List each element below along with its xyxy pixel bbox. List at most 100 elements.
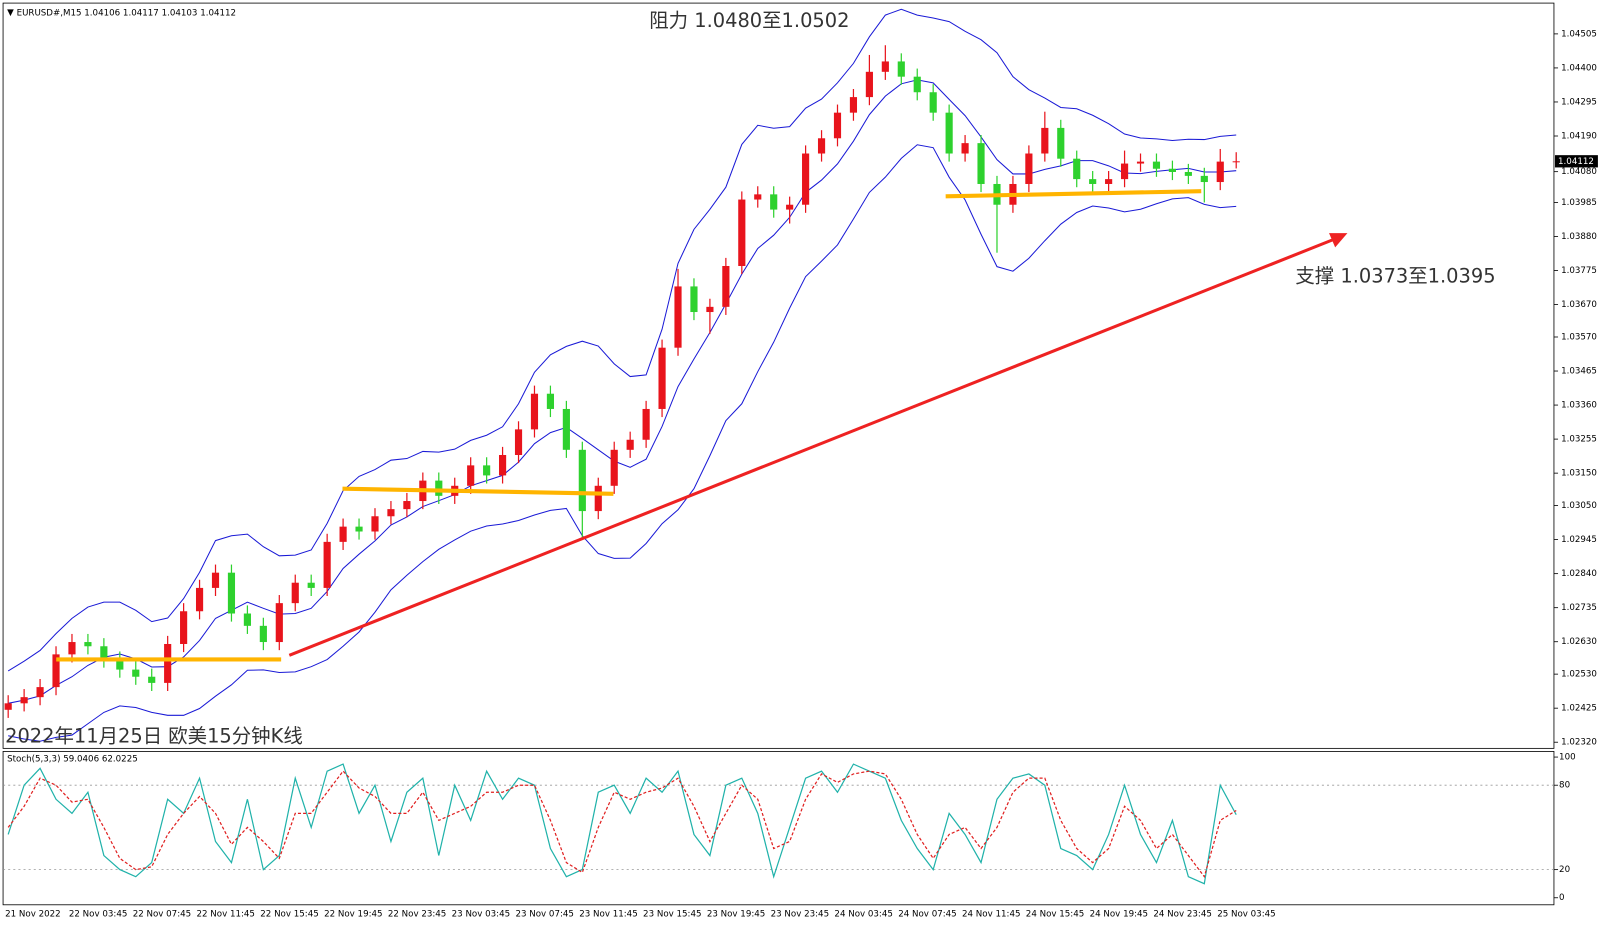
y-tick-label: 1.03465 xyxy=(1561,367,1597,377)
candle-body xyxy=(945,112,953,154)
stoch-d: 62.0225 xyxy=(102,754,138,764)
candle-body xyxy=(371,516,379,532)
x-tick-label: 22 Nov 23:45 xyxy=(388,909,446,919)
candle-body xyxy=(865,71,873,98)
candle-body xyxy=(817,138,826,154)
x-tick-label: 24 Nov 19:45 xyxy=(1090,909,1148,919)
candle-body xyxy=(546,393,555,409)
trend-arrow xyxy=(1329,233,1348,248)
candle-body xyxy=(211,572,220,588)
candle-body xyxy=(961,143,969,154)
candle-body xyxy=(164,643,172,683)
candle-body xyxy=(36,687,44,698)
candle-body xyxy=(897,61,905,77)
candle-body xyxy=(132,669,140,677)
y-tick-label: 1.04400 xyxy=(1561,63,1597,73)
candle-body xyxy=(1136,161,1145,164)
candle-body xyxy=(1025,153,1033,184)
y-tick-label: 1.02630 xyxy=(1561,637,1597,647)
last-price-label: 1.04112 xyxy=(1558,157,1594,167)
candle-body xyxy=(1041,127,1049,154)
header-high: 1.04117 xyxy=(123,8,159,18)
x-tick-label: 24 Nov 11:45 xyxy=(962,909,1020,919)
chart-title: 2022年11月25日 欧美15分钟K线 xyxy=(5,725,303,748)
chart-header: ▼ EURUSD#,M15 1.04106 1.04117 1.04103 1.… xyxy=(7,8,236,18)
x-tick-label: 24 Nov 03:45 xyxy=(834,909,892,919)
resistance-annotation: 阻力 1.0480至1.0502 xyxy=(649,9,849,32)
candle-body xyxy=(1057,127,1065,159)
x-tick-label: 22 Nov 11:45 xyxy=(196,909,254,919)
stoch-k: 59.0406 xyxy=(63,754,99,764)
candle-body xyxy=(1184,171,1192,176)
y-tick-label: 1.03670 xyxy=(1561,300,1597,310)
candle-body xyxy=(514,429,523,455)
candle-body xyxy=(530,393,539,430)
candle-body xyxy=(578,449,586,512)
last-price-tag xyxy=(1554,155,1598,168)
x-tick-label: 23 Nov 11:45 xyxy=(579,909,637,919)
candle-body xyxy=(1120,163,1129,180)
y-tick-label: 80 xyxy=(1559,781,1570,791)
stoch-title: Stoch(5,3,3) xyxy=(7,754,60,764)
candle-body xyxy=(1216,161,1224,183)
candle-body xyxy=(227,572,236,614)
candle-body xyxy=(100,646,108,660)
y-tick-label: 1.04295 xyxy=(1561,97,1597,107)
candle-body xyxy=(68,642,76,655)
support-line xyxy=(342,486,614,496)
candle-body xyxy=(642,408,650,440)
candle-body xyxy=(929,92,937,113)
y-tick-label: 20 xyxy=(1559,865,1570,875)
candle-body xyxy=(20,697,28,704)
candle-body xyxy=(355,526,363,532)
y-tick-label: 1.03570 xyxy=(1561,332,1597,342)
candle-body xyxy=(483,465,491,476)
y-tick-label: 1.03150 xyxy=(1561,469,1597,479)
y-tick-label: 1.04080 xyxy=(1561,167,1597,177)
y-tick-label: 1.03775 xyxy=(1561,266,1597,276)
y-tick-label: 1.03255 xyxy=(1561,435,1597,445)
candle-body xyxy=(722,265,730,307)
candle-body xyxy=(467,465,475,486)
candle-body xyxy=(594,485,602,512)
support-resistance-lines xyxy=(56,189,1348,662)
stoch-line xyxy=(7,763,1237,885)
y-tick-label: 1.04190 xyxy=(1561,132,1597,142)
support-annotation: 支撑 1.0373至1.0395 xyxy=(1295,265,1495,288)
x-tick-label: 23 Nov 03:45 xyxy=(452,909,510,919)
candle-body xyxy=(562,408,570,450)
candle-body xyxy=(610,449,618,486)
x-tick-label: 23 Nov 19:45 xyxy=(707,909,765,919)
candle-body xyxy=(1200,175,1208,183)
y-tick-label: 1.03050 xyxy=(1561,501,1597,511)
x-tick-label: 22 Nov 03:45 xyxy=(69,909,127,919)
candle-body xyxy=(499,454,507,476)
candle-body xyxy=(738,199,746,266)
candle-body xyxy=(881,61,889,72)
y-tick-label: 1.03985 xyxy=(1561,198,1597,208)
candle-body xyxy=(195,587,204,612)
y-tick-label: 1.02425 xyxy=(1561,704,1597,714)
x-tick-label: 23 Nov 23:45 xyxy=(771,909,829,919)
candle-body xyxy=(802,153,810,205)
x-tick-label: 25 Nov 03:45 xyxy=(1217,909,1275,919)
candle-body xyxy=(754,194,762,200)
candle-body xyxy=(913,76,921,93)
candle-body xyxy=(833,112,842,139)
x-tick-label: 21 Nov 2022 xyxy=(5,909,61,919)
candle-body xyxy=(180,611,188,644)
candle-body xyxy=(148,676,156,683)
stoch-line xyxy=(7,770,1237,879)
candle-body xyxy=(387,509,395,517)
candle-body xyxy=(4,703,12,710)
candle-body xyxy=(1168,168,1176,172)
x-tick-label: 22 Nov 19:45 xyxy=(324,909,382,919)
candle-body xyxy=(674,286,682,348)
trend-line xyxy=(288,237,1335,657)
bollinger-upper xyxy=(7,8,1237,672)
x-tick-label: 23 Nov 07:45 xyxy=(515,909,573,919)
candle-body xyxy=(690,286,698,313)
x-tick-label: 24 Nov 07:45 xyxy=(898,909,956,919)
header-low: 1.04103 xyxy=(162,8,198,18)
